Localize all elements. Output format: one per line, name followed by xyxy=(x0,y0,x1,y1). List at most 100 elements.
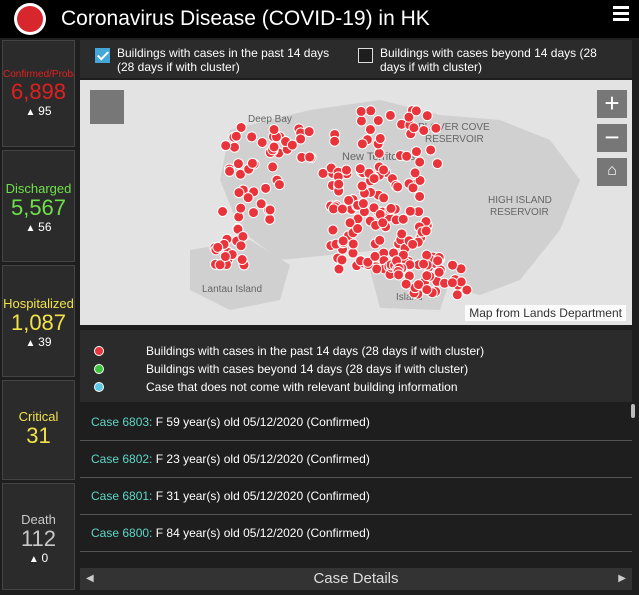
stat-value: 6,898 xyxy=(10,79,67,104)
case-row[interactable]: Case 6802: F 23 year(s) old 05/12/2020 (… xyxy=(80,441,632,478)
title: Coronavirus Disease (COVID-19) in HK xyxy=(61,7,430,30)
case-dot xyxy=(374,234,386,246)
map[interactable]: Deep Bay New Territories PLOVER COVE RESERV… xyxy=(80,80,632,325)
case-dot xyxy=(264,213,276,225)
zoom-in[interactable]: + xyxy=(597,90,627,118)
legend: Buildings with cases in the past 14 days… xyxy=(80,330,632,402)
case-dot xyxy=(255,198,267,210)
case-dot xyxy=(329,135,341,147)
stat-label: Hospitalized xyxy=(3,296,74,311)
case-details: F 23 year(s) old 05/12/2020 (Confirmed) xyxy=(155,452,370,466)
case-dot xyxy=(344,217,356,229)
case-dot xyxy=(433,266,445,278)
menu-button[interactable] xyxy=(613,6,629,24)
filter-checkbox[interactable]: Buildings with cases beyond 14 days (28 … xyxy=(358,46,608,74)
stat-delta: 95 xyxy=(3,104,74,118)
map-label: Lantau Island xyxy=(202,284,262,295)
map-label: HIGH ISLAND xyxy=(488,195,552,206)
case-dot xyxy=(246,131,258,143)
case-dot xyxy=(372,115,384,127)
case-dot xyxy=(343,194,355,206)
case-dot xyxy=(355,115,367,127)
stat-value: 1,087 xyxy=(10,310,67,335)
filter-checkbox[interactable]: Buildings with cases in the past 14 days… xyxy=(95,46,345,74)
case-dot xyxy=(347,247,359,259)
stat-value: 31 xyxy=(26,423,51,448)
case-dot xyxy=(408,122,420,134)
case-dot xyxy=(410,105,422,117)
case-dot xyxy=(336,203,348,215)
case-dot xyxy=(233,187,245,199)
case-dot xyxy=(219,251,231,263)
map-label: Deep Bay xyxy=(248,114,292,125)
case-dot xyxy=(228,141,240,153)
case-dot xyxy=(368,202,380,214)
case-dot xyxy=(447,259,459,271)
header: Coronavirus Disease (COVID-19) in HK xyxy=(0,0,639,38)
case-dot xyxy=(385,202,397,214)
filter-label: Buildings with cases in the past 14 days… xyxy=(117,46,330,74)
case-dot xyxy=(286,139,298,151)
case-dot xyxy=(409,167,421,179)
logo xyxy=(14,3,46,35)
case-dot xyxy=(347,238,359,250)
case-dot xyxy=(421,284,433,296)
legend-item: Case that does not come with relevant bu… xyxy=(94,380,458,394)
scrollbar[interactable] xyxy=(631,404,635,418)
case-dot xyxy=(317,167,329,179)
zoom-out[interactable]: − xyxy=(597,124,627,152)
case-id: Case 6803: xyxy=(91,415,153,429)
footer-title: Case Details xyxy=(313,570,399,587)
map-label: RESERVOIR xyxy=(425,134,484,145)
case-details: F 59 year(s) old 05/12/2020 (Confirmed) xyxy=(155,415,370,429)
case-dot xyxy=(384,109,396,121)
case-dot xyxy=(236,254,248,266)
layer-button[interactable] xyxy=(90,90,124,124)
stat-value: 5,567 xyxy=(10,195,67,220)
case-dot xyxy=(392,181,404,193)
case-row[interactable]: Case 6803: F 59 year(s) old 05/12/2020 (… xyxy=(80,404,632,441)
case-dot xyxy=(374,132,386,144)
case-dot xyxy=(268,141,280,153)
case-dot xyxy=(304,151,316,163)
case-dot xyxy=(337,235,349,247)
footer[interactable]: ◀ Case Details ▶ xyxy=(80,568,632,590)
case-id: Case 6802: xyxy=(91,452,153,466)
case-dot xyxy=(230,130,242,142)
case-row[interactable]: Case 6801: F 31 year(s) old 05/12/2020 (… xyxy=(80,478,632,515)
case-details: F 31 year(s) old 05/12/2020 (Confirmed) xyxy=(155,489,370,503)
case-list: Case 6803: F 59 year(s) old 05/12/2020 (… xyxy=(80,404,632,564)
case-dot xyxy=(451,289,463,301)
legend-dot xyxy=(94,364,104,374)
case-dot xyxy=(256,137,268,149)
case-dot xyxy=(377,217,389,229)
case-dot xyxy=(393,269,405,281)
stat-label: Confirmed/Probable xyxy=(3,69,74,80)
case-dot xyxy=(418,124,430,136)
case-dot xyxy=(432,255,444,267)
home-button[interactable]: ⌂ xyxy=(597,158,627,186)
legend-dot xyxy=(94,346,104,356)
stat-box: Confirmed/Probable6,89895 xyxy=(2,40,75,147)
case-dot xyxy=(369,250,381,262)
case-dot xyxy=(354,163,366,175)
case-dot xyxy=(356,138,368,150)
case-dot xyxy=(400,278,412,290)
case-dot xyxy=(421,110,433,122)
case-dot xyxy=(404,205,416,217)
case-dot xyxy=(327,224,339,236)
case-dot xyxy=(295,133,307,145)
map-label: PLOVER COVE xyxy=(418,122,490,133)
case-dot xyxy=(237,230,249,242)
case-dot xyxy=(431,158,443,170)
case-dot xyxy=(355,105,367,117)
case-dot xyxy=(260,182,272,194)
legend-item: Buildings with cases beyond 14 days (28 … xyxy=(94,362,468,376)
case-row[interactable]: Case 6800: F 84 year(s) old 05/12/2020 (… xyxy=(80,515,632,552)
case-dot xyxy=(246,157,258,169)
case-dot xyxy=(414,190,426,202)
case-dot xyxy=(403,111,415,123)
